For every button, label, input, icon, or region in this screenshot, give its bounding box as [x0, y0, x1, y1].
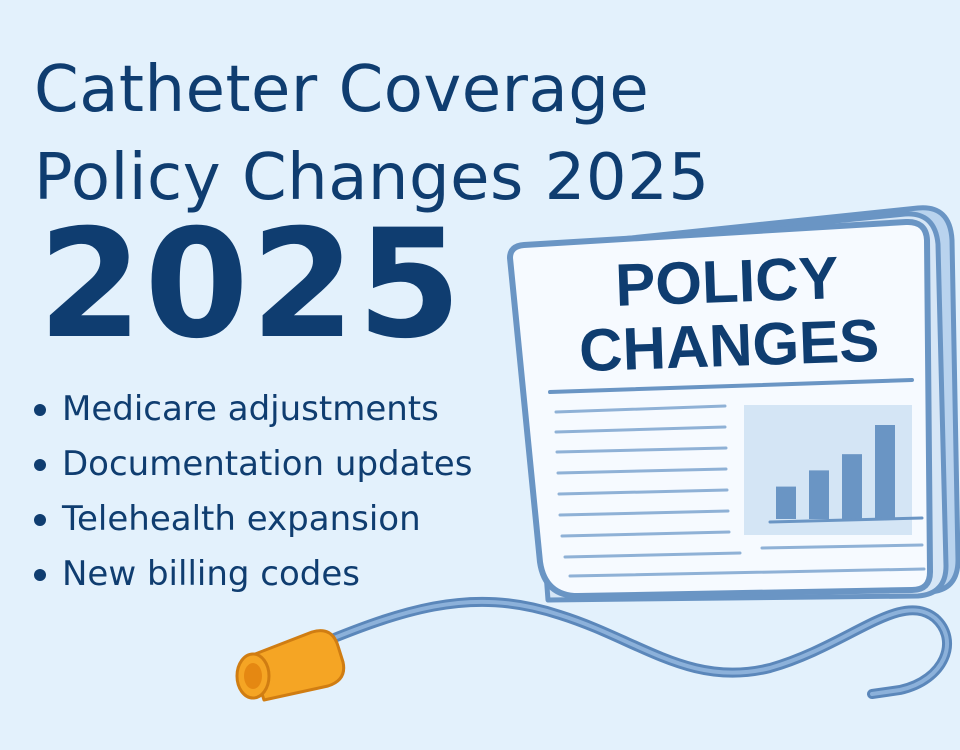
mini-chart-baseline	[768, 516, 924, 524]
year-display: 2025	[38, 198, 464, 372]
bullet-dot-icon	[34, 513, 46, 526]
bullet-item: New billing codes	[34, 547, 472, 602]
bullet-dot-icon	[34, 458, 46, 471]
bullet-text: Telehealth expansion	[62, 499, 421, 539]
bullet-item: Documentation updates	[34, 437, 472, 492]
catheter-connector-icon	[235, 629, 346, 702]
headline: Catheter Coverage Policy Changes 2025	[34, 46, 710, 222]
newspaper-heading-line-2: CHANGES	[578, 306, 881, 385]
mini-bar	[875, 425, 895, 519]
bullet-item: Medicare adjustments	[34, 382, 472, 437]
bullet-dot-icon	[34, 403, 46, 416]
headline-line-1: Catheter Coverage	[34, 53, 650, 127]
bullet-dot-icon	[34, 568, 46, 581]
bullet-list: Medicare adjustments Documentation updat…	[34, 382, 472, 602]
mini-bar	[776, 486, 796, 519]
bullet-text: Documentation updates	[62, 444, 473, 484]
bullet-text: Medicare adjustments	[62, 389, 439, 429]
mini-bar	[842, 454, 862, 519]
newspaper-text-lines-icon	[554, 404, 926, 578]
newspaper-divider	[548, 378, 914, 394]
catheter-tube-highlight	[298, 599, 950, 696]
mini-bar-chart	[776, 425, 895, 519]
headline-line-2: Policy Changes 2025	[34, 141, 710, 215]
newspaper-heading: POLICY CHANGES	[516, 243, 940, 386]
mini-bar	[809, 470, 829, 519]
bullet-text: New billing codes	[62, 554, 360, 594]
bullet-item: Telehealth expansion	[34, 492, 472, 547]
